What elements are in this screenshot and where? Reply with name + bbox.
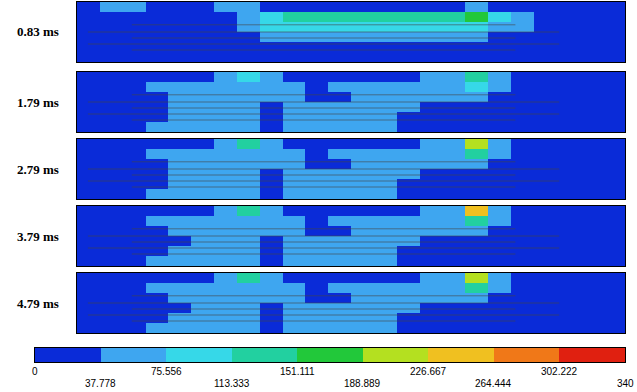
svg-text:4.79 ms: 4.79 ms <box>17 296 59 311</box>
svg-text:75.556: 75.556 <box>151 366 182 377</box>
svg-text:2.79 ms: 2.79 ms <box>17 162 59 177</box>
svg-text:188.889: 188.889 <box>344 378 381 389</box>
svg-text:3.79 ms: 3.79 ms <box>17 229 59 244</box>
svg-text:37.778: 37.778 <box>85 378 116 389</box>
svg-text:1.79 ms: 1.79 ms <box>17 95 59 110</box>
svg-text:302.222: 302.222 <box>541 366 578 377</box>
svg-text:113.333: 113.333 <box>214 378 250 389</box>
svg-text:226.667: 226.667 <box>410 366 447 377</box>
svg-text:0.83 ms: 0.83 ms <box>17 24 59 39</box>
svg-text:0: 0 <box>32 366 38 377</box>
svg-text:340: 340 <box>617 378 634 389</box>
svg-text:264.444: 264.444 <box>475 378 512 389</box>
svg-text:151.111: 151.111 <box>280 366 315 377</box>
